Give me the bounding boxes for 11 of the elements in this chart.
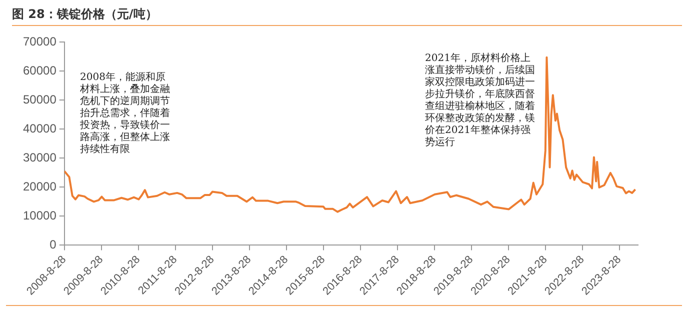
y-tick-label: 50000	[22, 92, 57, 106]
y-tick-label: 20000	[22, 179, 57, 194]
chart-title: 图 28：镁锭价格（元/吨）	[12, 4, 682, 26]
y-tick-label: 70000	[22, 34, 57, 48]
annotation: 2008年，能源和原材料上涨，叠加金融危机下的逆周期调节抬升总需求，伴随着投资热，导致镁价一路高涨，但整体上涨持续性有限	[80, 72, 171, 156]
y-tick-label: 30000	[22, 150, 57, 164]
y-tick-label: 10000	[22, 208, 57, 222]
y-tick-label: 0	[50, 238, 57, 252]
y-tick-label: 40000	[22, 121, 57, 136]
y-tick-label: 60000	[22, 63, 57, 78]
annotation: 2021年，原材料价格上涨直接带动镁价，后续国家双控限电政策加码进一步拉升镁价，年底陕西督查组进驻榆林地区，随着环保整改政策的发酵，镁价在2021年整体保持强势运行	[425, 53, 536, 149]
